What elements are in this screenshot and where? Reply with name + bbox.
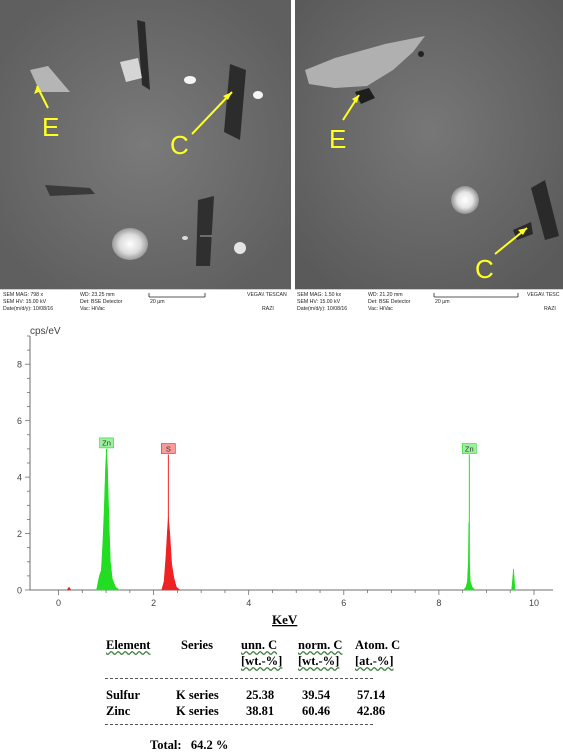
- table-divider-top: [105, 678, 373, 679]
- composition-table: Element Series unn. C norm. C Atom. C [w…: [0, 634, 563, 756]
- y-tick-label: 8: [17, 360, 22, 370]
- sem-micrograph-left: [0, 0, 291, 290]
- sem-date: Date(m/d/y): 10/08/16: [3, 306, 54, 312]
- sem-info-bar-left: SEM MAG: 798 x SEM HV: 15.00 kV Date(m/d…: [0, 289, 291, 316]
- brand-right: VEGA\\ TESC: [527, 292, 560, 298]
- peak-label-text: Zn: [102, 439, 111, 448]
- sem-wd: WD: 21.20 mm: [368, 292, 403, 298]
- lab-right: RAZI: [544, 306, 556, 312]
- y-tick-label: 0: [17, 586, 22, 596]
- sem-detector: Det: BSE Detector: [368, 299, 411, 305]
- scale-label-right: 20 µm: [435, 299, 450, 305]
- unit-atom-c: [at.-%]: [355, 654, 394, 668]
- sem-date: Date(m/d/y): 10/08/16: [297, 306, 348, 312]
- spectrum-peak-1: [161, 516, 181, 591]
- x-tick-label: 4: [246, 598, 251, 608]
- scale-bar-left: [148, 293, 206, 298]
- spectrum-peak-0: [96, 448, 121, 591]
- x-tick-label: 10: [529, 598, 539, 608]
- peak-label-s: S: [161, 443, 176, 454]
- sem-hv: SEM HV: 15.00 kV: [3, 299, 47, 305]
- arrow-c-left: [191, 91, 233, 135]
- row-sulfur-element: Sulfur: [106, 688, 141, 702]
- y-tick-label: 6: [17, 416, 22, 426]
- row-sulfur-atom: 57.14: [357, 688, 386, 702]
- peak-label-zn: Zn: [462, 443, 477, 454]
- marker-c-right: C: [475, 254, 494, 284]
- eds-spectrum-chart: 0 2 4 6 8 0 2 4 6 8 10 Zn S Zn cps/eV KeV: [17, 326, 553, 627]
- lab-left: RAZI: [262, 306, 274, 312]
- header-element: Element: [106, 638, 151, 652]
- unit-norm-c: [wt.-%]: [298, 654, 340, 668]
- table-divider-bottom: [105, 724, 373, 725]
- y-tick-label: 2: [17, 529, 22, 539]
- sem-image-left: E C SEM MAG: 798 x SEM HV: 15.00 kV Date…: [0, 0, 291, 316]
- header-series: Series: [181, 638, 213, 652]
- x-tick-label: 8: [436, 598, 441, 608]
- scale-label-left: 20 µm: [150, 299, 165, 305]
- sem-image-right: E C SEM MAG: 1.50 kx SEM HV: 15.00 kV Da…: [295, 0, 563, 316]
- sem-vacuum: Vac: HiVac: [368, 306, 393, 312]
- row-sulfur-norm: 39.54: [302, 688, 331, 702]
- row-zinc-unn: 38.81: [246, 704, 275, 718]
- marker-e-right: E: [329, 124, 347, 154]
- peak-label-zn: Zn: [99, 437, 114, 449]
- header-atom-c: Atom. C: [355, 638, 401, 652]
- unit-unn-c: [wt.-%]: [241, 654, 283, 668]
- sem-info-bar-right: SEM MAG: 1.50 kx SEM HV: 15.00 kV Date(m…: [295, 289, 563, 316]
- sem-detector: Det: BSE Detector: [80, 299, 123, 305]
- sem-wd: WD: 23.25 mm: [80, 292, 115, 298]
- spectrum-peak-4: [511, 568, 516, 591]
- x-axis-label: KeV: [272, 612, 298, 627]
- row-zinc-element: Zinc: [106, 704, 131, 718]
- sem-vacuum: Vac: HiVac: [80, 306, 105, 312]
- marker-c-left: C: [170, 130, 189, 160]
- row-zinc-norm: 60.46: [302, 704, 331, 718]
- sem-mag: SEM MAG: 1.50 kx: [297, 292, 342, 298]
- peak-labels: Zn S Zn: [99, 437, 477, 590]
- x-tick-label: 2: [151, 598, 156, 608]
- chart-axes: 0 2 4 6 8 0 2 4 6 8 10: [17, 335, 553, 608]
- y-axis-label: cps/eV: [30, 326, 61, 337]
- peak-label-text: S: [166, 444, 171, 453]
- header-unn-c: unn. C: [241, 638, 278, 652]
- row-sulfur-series: K series: [176, 688, 219, 702]
- x-tick-label: 6: [341, 598, 346, 608]
- x-tick-label: 0: [56, 598, 61, 608]
- spectrum-peak-2: [66, 586, 72, 591]
- sem-mag: SEM MAG: 798 x: [3, 292, 44, 298]
- chart-series: [66, 448, 516, 591]
- row-zinc-atom: 42.86: [357, 704, 386, 718]
- sem-micrograph-right: [295, 0, 563, 290]
- row-sulfur-unn: 25.38: [246, 688, 275, 702]
- y-tick-label: 4: [17, 473, 22, 483]
- total-value: Total: 64.2 %: [150, 738, 229, 752]
- peak-label-text: Zn: [465, 444, 474, 453]
- brand-left: VEGA\\ TESCAN: [247, 292, 287, 298]
- header-norm-c: norm. C: [298, 638, 343, 652]
- sem-hv: SEM HV: 15.00 kV: [297, 299, 341, 305]
- row-zinc-series: K series: [176, 704, 219, 718]
- scale-bar-right: [433, 293, 519, 298]
- marker-e-left: E: [42, 112, 60, 142]
